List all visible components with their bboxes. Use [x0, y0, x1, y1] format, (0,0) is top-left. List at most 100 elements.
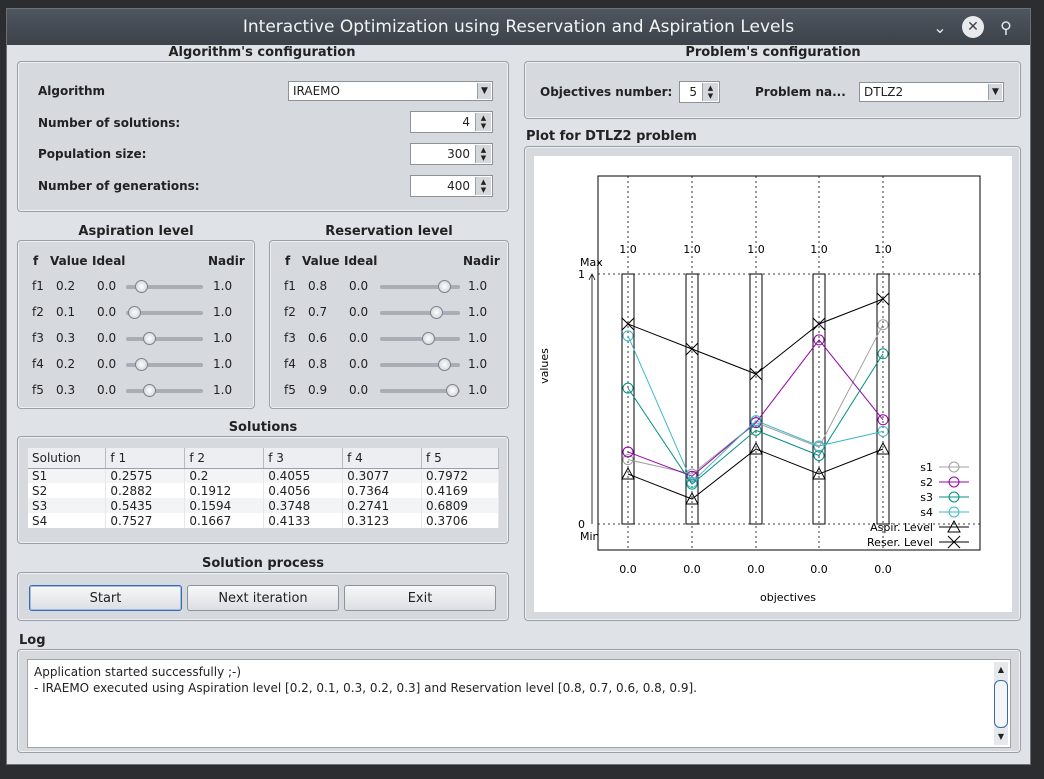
window-title: Interactive Optimization using Reservati… [242, 17, 795, 37]
aspiration-head-f: f [33, 254, 39, 268]
series-line-s1 [627, 324, 884, 475]
reservation-slider[interactable] [380, 332, 460, 345]
spinner-arrows-icon[interactable]: ▲ ▼ [475, 113, 491, 131]
log-textarea[interactable]: Application started successfully ;-) - I… [27, 659, 1011, 748]
reservation-row-f: f1 [284, 279, 296, 293]
main-window: Interactive Optimization using Reservati… [6, 8, 1031, 765]
log-scrollbar[interactable]: ▲ ▼ [994, 662, 1008, 745]
table-header[interactable]: Solution [28, 448, 107, 469]
table-header[interactable]: f 3 [263, 448, 344, 469]
aspiration-row-nadir: 1.0 [213, 331, 233, 345]
table-row[interactable]: S4 0.7527 0.1667 0.4133 0.3123 0.3706 [28, 513, 499, 528]
num-solutions-spinner[interactable]: 4 ▲ ▼ [410, 111, 493, 133]
legend-marker [948, 461, 960, 473]
data-point [877, 319, 889, 331]
minimize-chevron-icon[interactable]: ⌄ [933, 17, 947, 37]
plot-frame [597, 175, 981, 551]
reservation-panel: f Value Ideal Nadir f1 0.8 0.0 1.0 f2 0.7 0.0 1… [269, 240, 509, 409]
table-cell: S4 [28, 513, 107, 528]
table-header[interactable]: f 1 [105, 448, 186, 469]
next-iteration-button[interactable]: Next iteration [187, 585, 339, 611]
slider-knob[interactable] [127, 306, 141, 319]
table-header[interactable]: f 2 [184, 448, 265, 469]
aspiration-slider[interactable] [126, 306, 203, 319]
objective-axis-bar [876, 273, 890, 525]
generations-spinner[interactable]: 400 ▲ ▼ [410, 175, 493, 197]
aspiration-row-f: f2 [32, 305, 44, 319]
spinner-arrows-icon[interactable]: ▲ ▼ [702, 83, 718, 101]
table-header[interactable]: f 5 [421, 448, 499, 469]
slider-knob[interactable] [135, 280, 149, 293]
process-panel: Start Next iteration Exit [17, 572, 509, 621]
table-header[interactable]: f 4 [342, 448, 423, 469]
aspiration-slider[interactable] [126, 358, 203, 371]
spinner-arrows-icon[interactable]: ▲ ▼ [475, 145, 491, 163]
objective-axis-bar [621, 273, 635, 525]
reservation-row-ideal: 0.0 [349, 357, 369, 371]
scroll-thumb[interactable] [994, 680, 1008, 728]
reservation-slider[interactable] [380, 384, 460, 397]
reservation-slider[interactable] [380, 358, 460, 371]
table-cell: 0.3706 [421, 513, 499, 528]
legend-marker [948, 491, 960, 503]
slider-knob[interactable] [135, 358, 149, 371]
legend-marker [947, 535, 961, 549]
exit-button[interactable]: Exit [344, 585, 496, 611]
table-cell: S1 [28, 468, 107, 483]
y-axis-arrow [588, 273, 596, 281]
scroll-up-icon[interactable]: ▲ [997, 665, 1005, 674]
reservation-slider[interactable] [380, 306, 460, 319]
legend-entry-label: Aspir. Level [870, 521, 933, 534]
reservation-row-nadir: 1.0 [468, 279, 488, 293]
table-cell: 0.7972 [421, 468, 499, 483]
table-cell: 0.6809 [421, 498, 499, 513]
generations-value: 400 [447, 179, 470, 193]
objectives-spinner[interactable]: 5 ▲ ▼ [679, 81, 720, 103]
table-cell: 0.2575 [105, 468, 186, 483]
table-row[interactable]: S3 0.5435 0.1594 0.3748 0.2741 0.6809 [28, 498, 499, 513]
aspiration-slider[interactable] [126, 332, 203, 345]
data-point [749, 441, 763, 455]
table-cell: 0.3748 [263, 498, 344, 513]
table-cell: 0.2 [184, 468, 265, 483]
slider-knob[interactable] [430, 306, 443, 319]
spinner-arrows-icon[interactable]: ▲ ▼ [475, 177, 491, 195]
slider-knob[interactable] [438, 358, 451, 371]
problem-select[interactable]: DTLZ2 ▼ [859, 82, 1004, 102]
data-point [876, 441, 890, 455]
close-icon[interactable]: ✕ [962, 16, 984, 38]
objectives-label: Objectives number: [540, 85, 673, 99]
y-tick-bottom: 0 [578, 518, 585, 531]
chevron-down-icon[interactable]: ▼ [988, 84, 1002, 100]
scroll-down-icon[interactable]: ▼ [997, 732, 1005, 741]
bottom-tick-label: 0.0 [874, 563, 892, 576]
problem-select-value: DTLZ2 [864, 85, 904, 99]
slider-knob[interactable] [446, 384, 459, 397]
aspiration-row-value: 0.3 [56, 331, 76, 345]
algorithm-select[interactable]: IRAEMO ▼ [288, 81, 493, 101]
population-spinner[interactable]: 300 ▲ ▼ [410, 143, 493, 165]
table-row[interactable]: S2 0.2882 0.1912 0.4056 0.7364 0.4169 [28, 483, 499, 498]
slider-knob[interactable] [143, 384, 157, 397]
slider-knob[interactable] [422, 332, 435, 345]
start-button[interactable]: Start [29, 585, 182, 611]
aspiration-slider[interactable] [126, 384, 203, 397]
algorithm-config-panel: Algorithm IRAEMO ▼ Number of solutions: … [17, 61, 509, 212]
reservation-slider[interactable] [380, 280, 460, 293]
data-point [622, 454, 634, 466]
aspiration-slider[interactable] [126, 280, 203, 293]
data-point [621, 317, 635, 331]
table-row[interactable]: S1 0.2575 0.2 0.4055 0.3077 0.7972 [28, 468, 499, 483]
log-title: Log [19, 633, 46, 648]
reservation-row-f: f3 [284, 331, 296, 345]
num-solutions-value: 4 [462, 115, 470, 129]
aspiration-row-f: f5 [32, 383, 44, 397]
pin-icon[interactable]: ⚲ [1000, 17, 1012, 37]
slider-knob[interactable] [143, 332, 157, 345]
table-cell: 0.2882 [105, 483, 186, 498]
chevron-down-icon[interactable]: ▼ [477, 83, 491, 99]
problem-name-label: Problem na... [755, 85, 846, 99]
log-panel: Application started successfully ;-) - I… [17, 649, 1021, 753]
slider-knob[interactable] [438, 280, 451, 293]
